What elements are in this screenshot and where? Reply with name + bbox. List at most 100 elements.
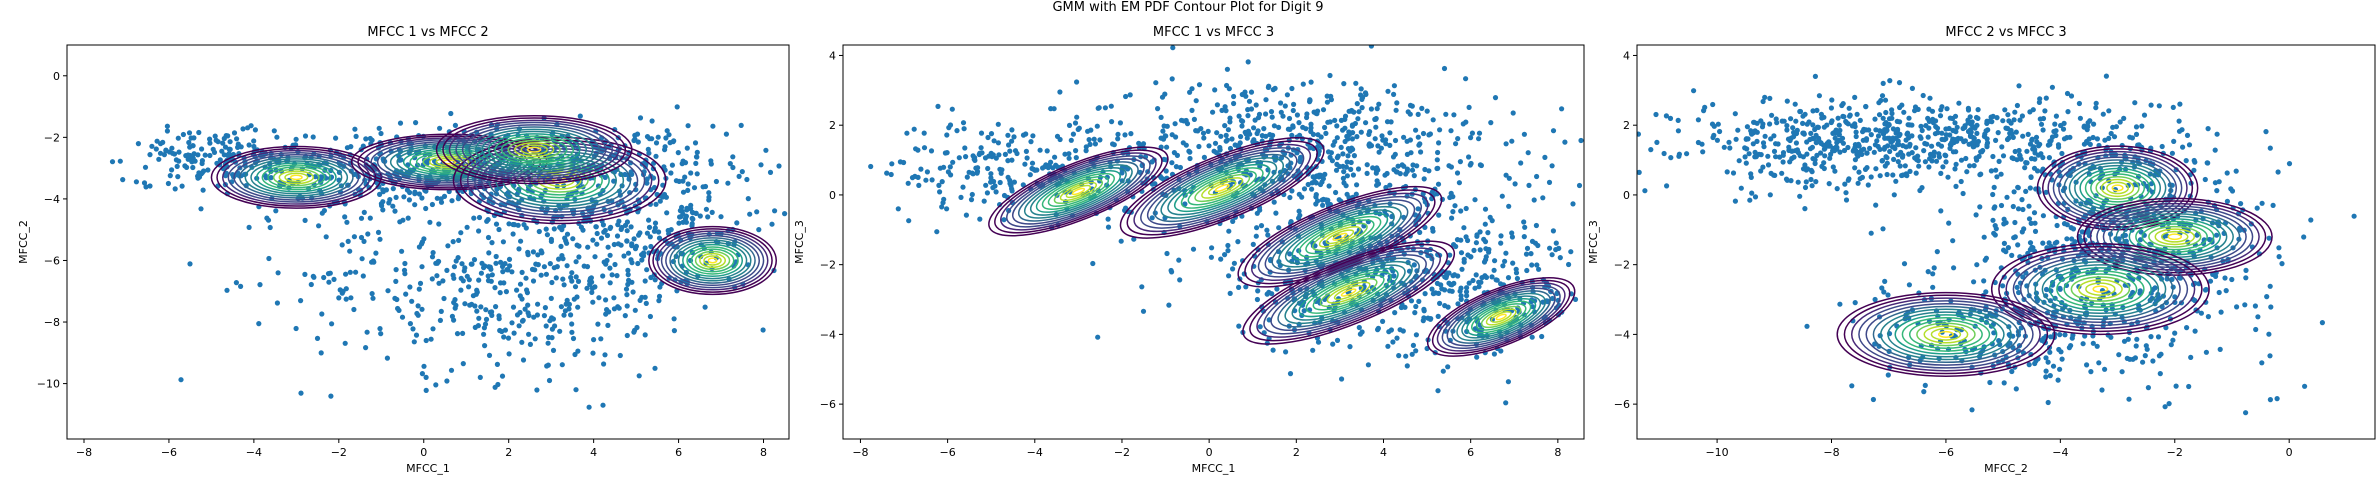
scatter-point <box>1476 130 1483 136</box>
scatter-point <box>546 377 553 384</box>
scatter-point <box>984 190 991 196</box>
scatter-point <box>708 158 714 164</box>
scatter-point <box>393 194 399 200</box>
scatter-point <box>1738 185 1744 191</box>
scatter-point <box>1952 120 1958 126</box>
scatter-point <box>1518 160 1524 166</box>
scatter-point <box>1278 109 1284 115</box>
scatter-point <box>120 177 126 183</box>
scatter-point <box>1301 308 1307 314</box>
scatter-point <box>436 280 442 286</box>
scatter-point <box>2142 353 2148 359</box>
scatter-point <box>1409 167 1416 173</box>
scatter-point <box>1873 166 1879 172</box>
scatter-point <box>612 261 618 268</box>
scatter-point <box>1832 168 1838 174</box>
scatter-point <box>1452 203 1458 209</box>
scatter-point <box>693 210 699 216</box>
scatter-point <box>1802 111 1808 117</box>
scatter-point <box>691 185 698 191</box>
scatter-point <box>1358 129 1364 135</box>
scatter-point <box>934 229 940 235</box>
scatter-point <box>607 265 613 271</box>
scatter-point <box>911 126 917 132</box>
scatter-point <box>1498 233 1504 239</box>
scatter-point <box>1223 108 1229 114</box>
scatter-point <box>1968 121 1974 127</box>
scatter-point <box>2022 165 2028 171</box>
scatter-point <box>1289 85 1295 92</box>
scatter-point <box>1255 288 1261 294</box>
scatter-point <box>1257 207 1263 213</box>
scatter-point <box>510 231 516 237</box>
scatter-point <box>578 224 585 230</box>
scatter-point <box>2192 159 2198 165</box>
scatter-point <box>500 239 506 245</box>
scatter-point <box>348 295 354 301</box>
scatter-point <box>1880 80 1886 86</box>
contour-line <box>1277 257 1420 328</box>
scatter-point <box>109 159 116 165</box>
scatter-point <box>225 133 231 139</box>
scatter-point <box>1853 129 1859 135</box>
scatter-point <box>2156 353 2162 359</box>
scatter-point <box>1430 228 1436 234</box>
scatter-point <box>549 326 556 332</box>
scatter-point <box>423 387 429 393</box>
scatter-point <box>185 152 191 158</box>
scatter-point <box>1827 155 1833 161</box>
scatter-point <box>674 104 680 110</box>
scatter-point <box>2084 140 2090 146</box>
scatter-point <box>1993 167 1999 173</box>
scatter-point <box>963 154 969 160</box>
scatter-point <box>223 170 229 176</box>
scatter-point <box>542 305 549 311</box>
scatter-point <box>1958 157 1965 163</box>
scatter-point <box>1420 191 1426 197</box>
scatter-point <box>684 145 690 151</box>
scatter-point <box>937 189 943 195</box>
scatter-point <box>329 321 335 327</box>
scatter-point <box>1201 154 1207 160</box>
scatter-point <box>561 282 567 288</box>
contour-line <box>2079 167 2156 209</box>
scatter-point <box>488 266 494 272</box>
scatter-point <box>1350 122 1356 128</box>
scatter-point <box>1929 158 1935 164</box>
scatter-point <box>1350 130 1356 136</box>
x-tick-label: −4 <box>2052 446 2068 459</box>
scatter-point <box>493 260 499 266</box>
scatter-point <box>2032 156 2038 162</box>
scatter-point <box>1354 101 1360 107</box>
scatter-point <box>1760 98 1766 105</box>
scatter-point <box>1506 175 1512 181</box>
scatter-point <box>1009 157 1015 163</box>
scatter-point <box>1990 191 1996 198</box>
scatter-point <box>1451 112 1457 118</box>
scatter-point <box>1255 128 1261 134</box>
scatter-point <box>652 225 658 231</box>
scatter-point <box>1333 189 1339 196</box>
scatter-point <box>2030 107 2036 113</box>
scatter-point <box>1209 245 1215 251</box>
scatter-point <box>1454 170 1461 176</box>
x-tick-label: −2 <box>1114 446 1130 459</box>
scatter-point <box>444 267 450 273</box>
scatter-point <box>1701 108 1707 114</box>
scatter-point <box>2173 167 2179 173</box>
scatter-point <box>2223 288 2229 294</box>
scatter-point <box>1787 137 1793 144</box>
scatter-point <box>1269 291 1275 297</box>
contour-line <box>1466 297 1537 336</box>
scatter-point <box>909 175 916 181</box>
scatter-point <box>265 217 272 223</box>
scatter-point <box>1446 280 1452 286</box>
contour-line <box>2012 252 2189 327</box>
scatter-point <box>308 281 314 288</box>
scatter-point <box>1313 192 1319 198</box>
scatter-point <box>485 278 492 284</box>
scatter-point <box>1962 124 1968 130</box>
scatter-point <box>336 295 342 301</box>
scatter-point <box>361 209 367 215</box>
scatter-point <box>1261 126 1267 132</box>
